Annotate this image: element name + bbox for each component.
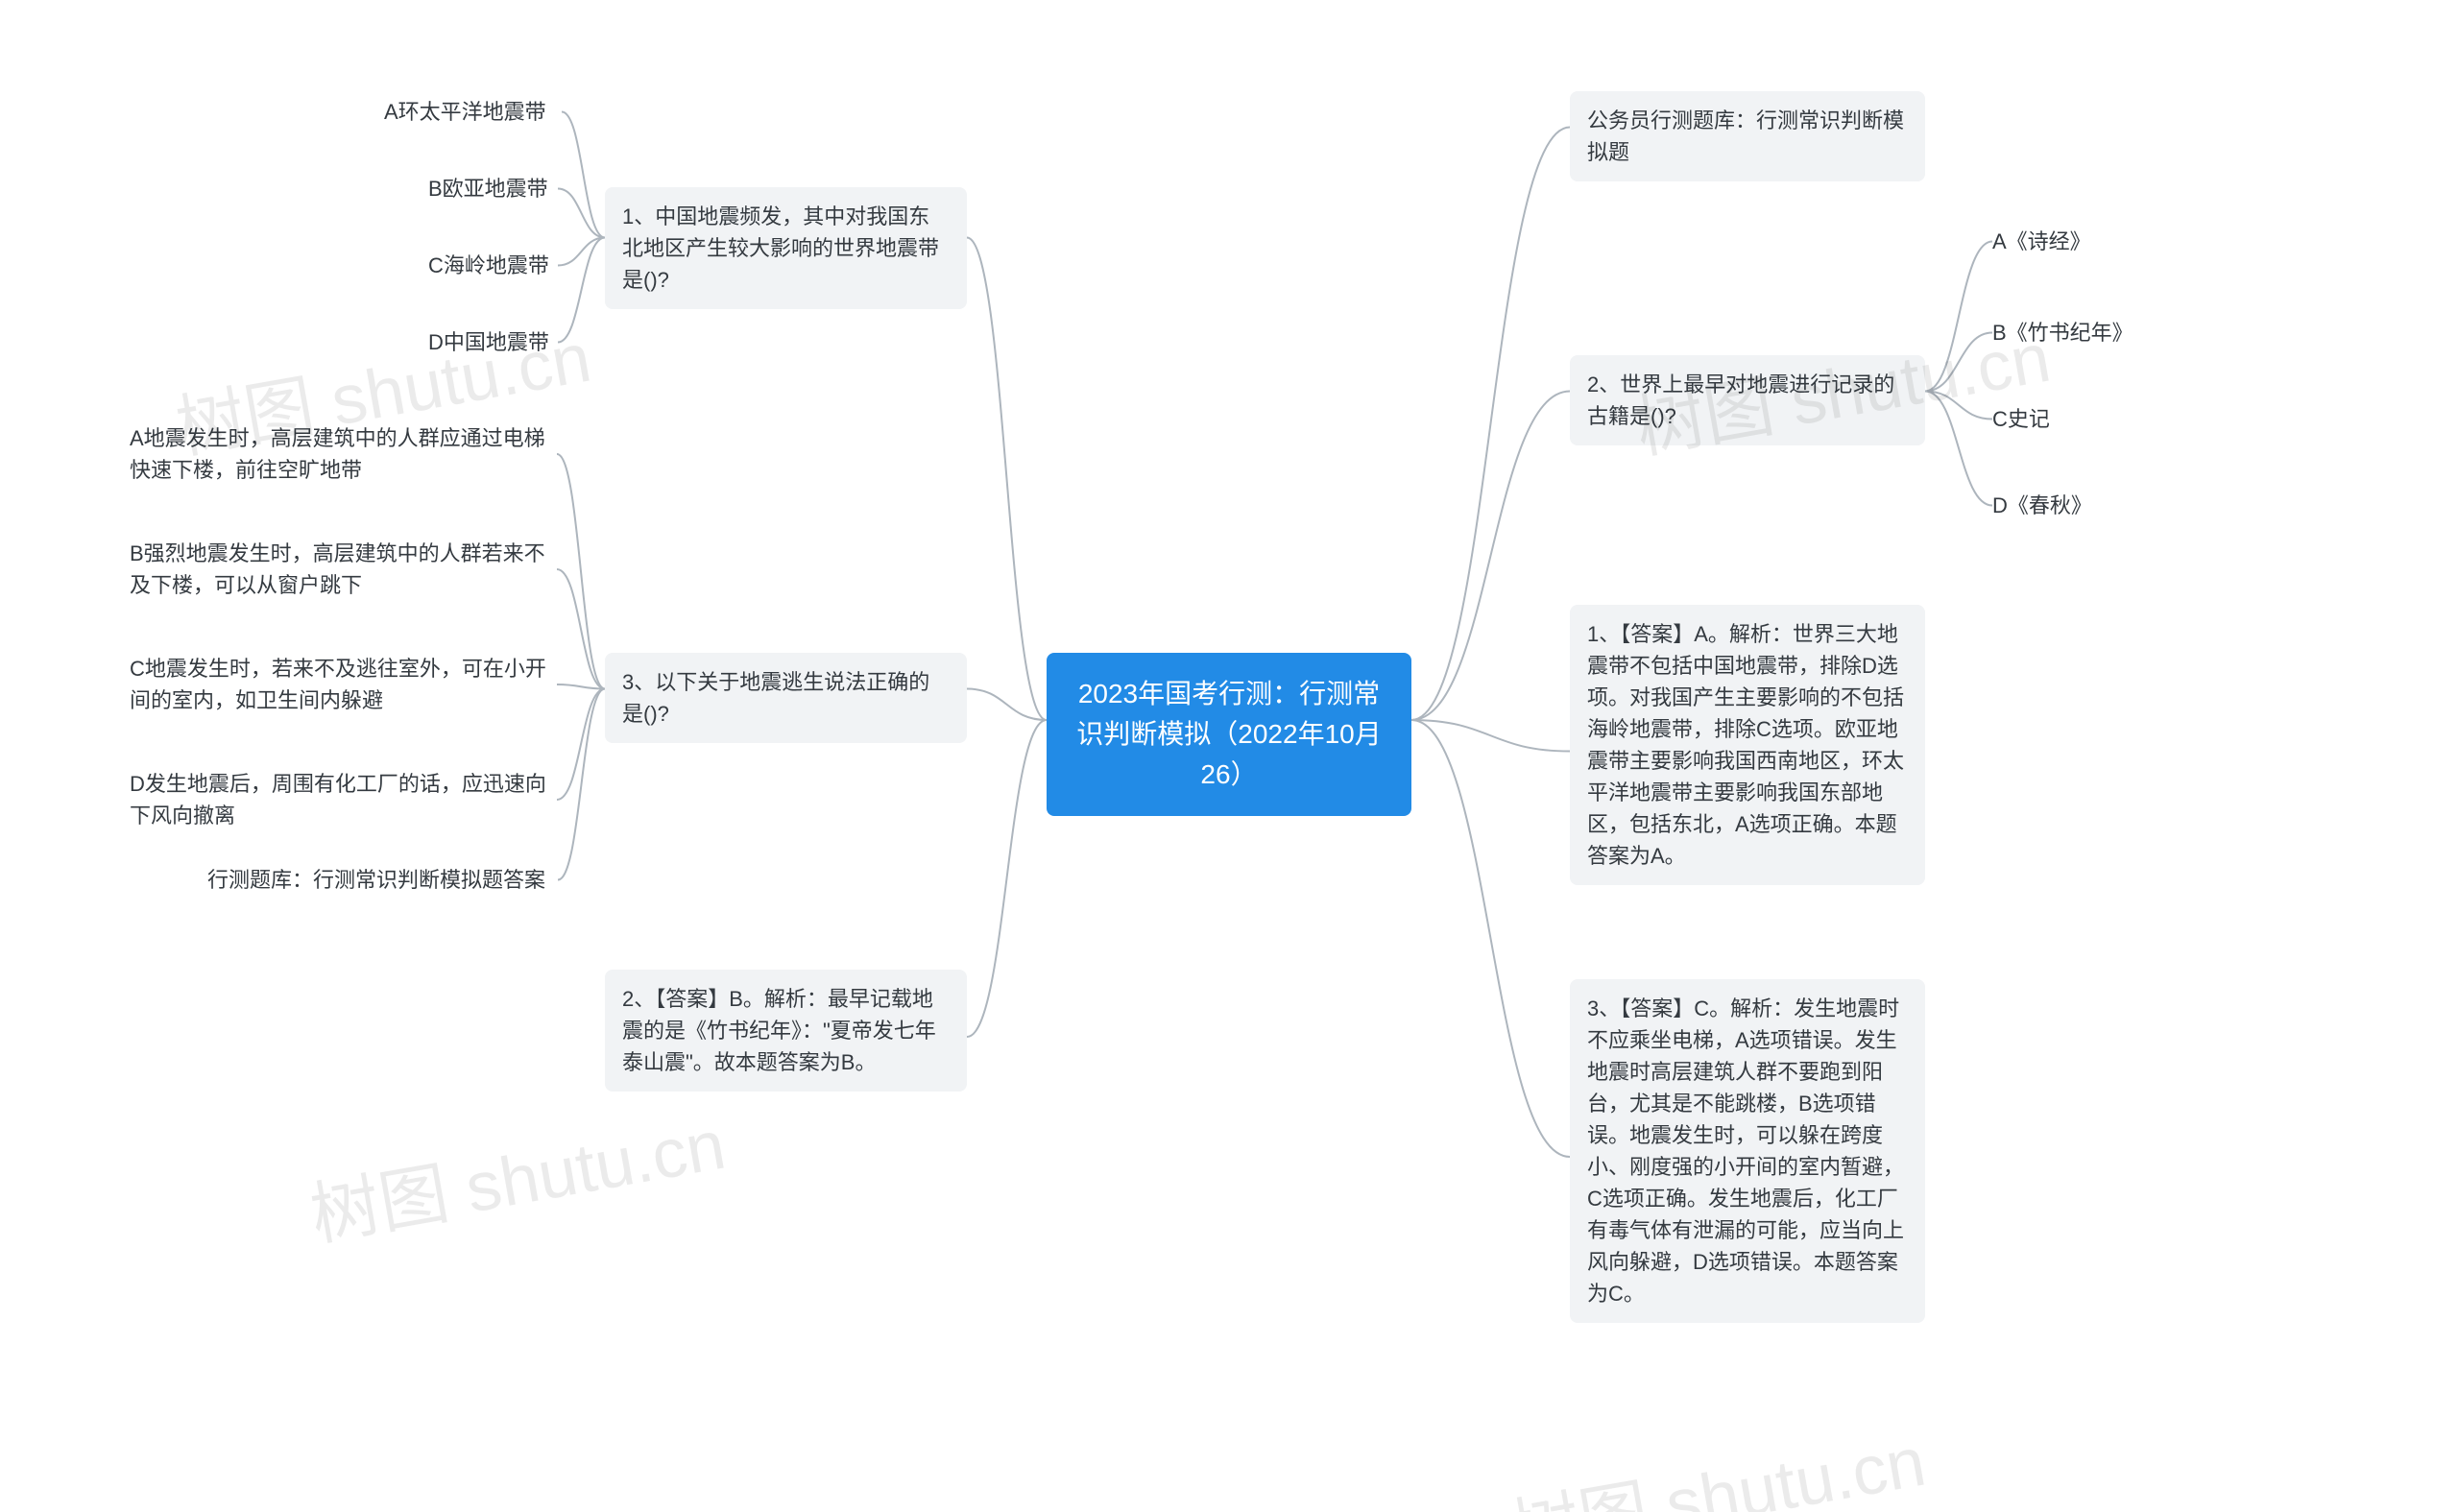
center-node: 2023年国考行测：行测常识判断模拟（2022年10月26） bbox=[1047, 653, 1411, 816]
leaf-node-text: A地震发生时，高层建筑中的人群应通过电梯快速下楼，前往空旷地带 bbox=[130, 426, 545, 482]
leaf-node: A《诗经》 bbox=[1992, 226, 2098, 257]
branch-node-text: 1、【答案】A。解析：世界三大地震带不包括中国地震带，排除D选项。对我国产生主要… bbox=[1587, 622, 1904, 868]
leaf-node: C海岭地震带 bbox=[428, 250, 558, 281]
branch-node: 2、世界上最早对地震进行记录的古籍是()? bbox=[1570, 355, 1925, 445]
branch-node-text: 3、以下关于地震逃生说法正确的是()? bbox=[622, 670, 929, 726]
branch-node: 3、【答案】C。解析：发生地震时不应乘坐电梯，A选项错误。发生地震时高层建筑人群… bbox=[1570, 979, 1925, 1323]
watermark: 树图 shutu.cn bbox=[301, 1088, 732, 1260]
leaf-node: D《春秋》 bbox=[1992, 490, 2098, 521]
leaf-node-text: D发生地震后，周围有化工厂的话，应迅速向下风向撤离 bbox=[130, 772, 546, 828]
leaf-node-text: B强烈地震发生时，高层建筑中的人群若来不及下楼，可以从窗户跳下 bbox=[130, 541, 545, 597]
leaf-node-text: B《竹书纪年》 bbox=[1992, 321, 2133, 345]
watermark: 树图 shutu.cn bbox=[1502, 1404, 1932, 1512]
leaf-node: B强烈地震发生时，高层建筑中的人群若来不及下楼，可以从窗户跳下 bbox=[130, 538, 557, 601]
leaf-node: C地震发生时，若来不及逃往室外，可在小开间的室内，如卫生间内躲避 bbox=[130, 653, 557, 716]
leaf-node: C史记 bbox=[1992, 403, 2069, 435]
branch-node: 3、以下关于地震逃生说法正确的是()? bbox=[605, 653, 967, 743]
leaf-node-text: A环太平洋地震带 bbox=[384, 100, 546, 124]
leaf-node-text: C海岭地震带 bbox=[428, 253, 549, 277]
leaf-node: D中国地震带 bbox=[428, 326, 558, 358]
watermark-text: 树图 shutu.cn bbox=[1506, 1424, 1931, 1512]
branch-node: 2、【答案】B。解析：最早记载地震的是《竹书纪年》："夏帝发七年泰山震"。故本题… bbox=[605, 970, 967, 1092]
branch-node: 1、【答案】A。解析：世界三大地震带不包括中国地震带，排除D选项。对我国产生主要… bbox=[1570, 605, 1925, 885]
leaf-node: D发生地震后，周围有化工厂的话，应迅速向下风向撤离 bbox=[130, 768, 557, 831]
leaf-node: A地震发生时，高层建筑中的人群应通过电梯快速下楼，前往空旷地带 bbox=[130, 422, 557, 486]
leaf-node: A环太平洋地震带 bbox=[384, 96, 562, 128]
branch-node-text: 2、世界上最早对地震进行记录的古籍是()? bbox=[1587, 372, 1894, 428]
branch-node-text: 公务员行测题库：行测常识判断模拟题 bbox=[1587, 108, 1904, 164]
leaf-node-text: B欧亚地震带 bbox=[428, 177, 548, 201]
leaf-node-text: A《诗经》 bbox=[1992, 229, 2091, 253]
branch-node-text: 1、中国地震频发，其中对我国东北地区产生较大影响的世界地震带是()? bbox=[622, 204, 939, 292]
leaf-node-text: D中国地震带 bbox=[428, 330, 549, 354]
leaf-node-text: 行测题库：行测常识判断模拟题答案 bbox=[207, 868, 545, 892]
branch-node-text: 2、【答案】B。解析：最早记载地震的是《竹书纪年》："夏帝发七年泰山震"。故本题… bbox=[622, 987, 936, 1074]
leaf-node: 行测题库：行测常识判断模拟题答案 bbox=[207, 864, 558, 896]
center-node-text: 2023年国考行测：行测常识判断模拟（2022年10月26） bbox=[1076, 679, 1381, 789]
leaf-node: B欧亚地震带 bbox=[428, 173, 558, 204]
branch-node-text: 3、【答案】C。解析：发生地震时不应乘坐电梯，A选项错误。发生地震时高层建筑人群… bbox=[1587, 996, 1904, 1306]
leaf-node-text: C史记 bbox=[1992, 407, 2050, 431]
leaf-node: B《竹书纪年》 bbox=[1992, 317, 2141, 348]
leaf-node-text: D《春秋》 bbox=[1992, 493, 2092, 517]
watermark-text: 树图 shutu.cn bbox=[305, 1107, 731, 1256]
leaf-node-text: C地震发生时，若来不及逃往室外，可在小开间的室内，如卫生间内躲避 bbox=[130, 657, 546, 712]
branch-node: 1、中国地震频发，其中对我国东北地区产生较大影响的世界地震带是()? bbox=[605, 187, 967, 309]
branch-node: 公务员行测题库：行测常识判断模拟题 bbox=[1570, 91, 1925, 181]
